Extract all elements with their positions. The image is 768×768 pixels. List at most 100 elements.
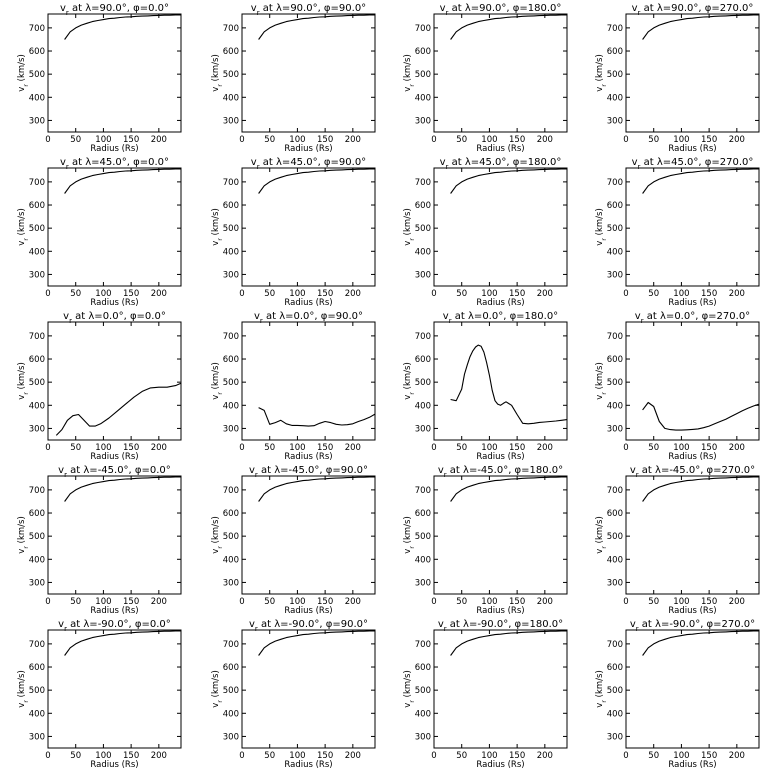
- y-tick-label: 700: [29, 178, 45, 188]
- plot-frame: [433, 321, 568, 441]
- x-tick-label: 50: [648, 289, 659, 299]
- y-tick-label: 500: [29, 70, 45, 80]
- y-tick-label: 600: [223, 201, 239, 211]
- x-axis-label: Radius (Rs): [476, 144, 524, 154]
- series-line: [642, 14, 759, 40]
- panel-title: vr at λ=-90.0°, φ=0.0°: [58, 619, 171, 633]
- panel-5: 0 50 100 150 200 300 400 500 600 700 Radius (Rs) vr…: [211, 157, 376, 308]
- panel-13: 0 50 100 150 200 300 400 500 600 700 Radius (Rs) vr…: [211, 465, 376, 616]
- plot-frame: [241, 167, 376, 287]
- panel-title: vr at λ=90.0°, φ=90.0°: [251, 3, 366, 17]
- y-tick-label: 600: [29, 509, 45, 519]
- x-tick-label: 150: [317, 751, 333, 761]
- x-tick-label: 150: [509, 597, 525, 607]
- x-tick-label: 50: [456, 597, 467, 607]
- y-tick-label: 400: [607, 93, 623, 103]
- x-tick-label: 50: [648, 751, 659, 761]
- y-tick-label: 300: [415, 270, 431, 280]
- x-tick-label: 100: [673, 135, 689, 145]
- y-tick-label: 400: [415, 709, 431, 719]
- x-tick-label: 0: [45, 135, 50, 145]
- x-tick-label: 0: [431, 597, 436, 607]
- x-tick-label: 50: [456, 751, 467, 761]
- y-tick-label: 600: [223, 663, 239, 673]
- plot-frame: [47, 475, 182, 595]
- y-tick-label: 300: [223, 270, 239, 280]
- x-tick-label: 200: [151, 289, 167, 299]
- x-tick-label: 200: [537, 135, 553, 145]
- y-tick-label: 400: [223, 401, 239, 411]
- y-tick-label: 600: [415, 47, 431, 57]
- x-tick-label: 200: [537, 443, 553, 453]
- y-axis-label: vr (km/s): [595, 362, 608, 400]
- y-tick-label: 400: [223, 93, 239, 103]
- y-tick-label: 700: [607, 486, 623, 496]
- x-tick-label: 0: [623, 597, 628, 607]
- y-axis-label: vr (km/s): [211, 670, 224, 708]
- x-axis-label: Radius (Rs): [284, 298, 332, 308]
- x-axis-label: Radius (Rs): [476, 298, 524, 308]
- panel-title: vr at λ=0.0°, φ=270.0°: [635, 311, 750, 325]
- y-tick-label: 500: [29, 378, 45, 388]
- x-tick-label: 100: [95, 597, 111, 607]
- x-tick-label: 50: [70, 597, 81, 607]
- y-axis-label: vr (km/s): [211, 208, 224, 246]
- y-tick-label: 600: [29, 355, 45, 365]
- x-tick-label: 100: [481, 289, 497, 299]
- y-tick-label: 600: [607, 355, 623, 365]
- x-tick-label: 0: [45, 597, 50, 607]
- y-tick-label: 400: [223, 555, 239, 565]
- panel-title: vr at λ=-90.0°, φ=90.0°: [249, 619, 368, 633]
- x-tick-label: 200: [345, 289, 361, 299]
- y-tick-label: 300: [607, 424, 623, 434]
- x-axis-label: Radius (Rs): [90, 144, 138, 154]
- x-tick-label: 50: [648, 443, 659, 453]
- series-line: [642, 401, 760, 431]
- x-tick-label: 150: [701, 289, 717, 299]
- plot-frame: [625, 13, 760, 133]
- series-line: [64, 630, 181, 656]
- y-tick-label: 500: [223, 686, 239, 696]
- panel-title: vr at λ=45.0°, φ=270.0°: [632, 157, 754, 171]
- panel-3: 0 50 100 150 200 300 400 500 600 700 Radius (Rs) vr…: [595, 3, 760, 154]
- x-tick-label: 100: [481, 443, 497, 453]
- y-tick-label: 300: [223, 578, 239, 588]
- y-tick-label: 700: [607, 640, 623, 650]
- y-tick-label: 400: [29, 247, 45, 257]
- y-tick-label: 300: [29, 732, 45, 742]
- series-line: [55, 382, 182, 436]
- y-tick-label: 600: [223, 355, 239, 365]
- x-tick-label: 50: [70, 135, 81, 145]
- y-tick-label: 500: [223, 532, 239, 542]
- panel-9: 0 50 100 150 200 300 400 500 600 700 Radius (Rs) vr…: [211, 311, 376, 462]
- panel-title: vr at λ=90.0°, φ=180.0°: [440, 3, 562, 17]
- y-tick-label: 500: [607, 532, 623, 542]
- x-tick-label: 150: [317, 443, 333, 453]
- y-axis-label: vr (km/s): [403, 362, 416, 400]
- x-tick-label: 200: [729, 135, 745, 145]
- y-axis-label: vr (km/s): [403, 670, 416, 708]
- x-tick-label: 0: [239, 443, 244, 453]
- y-tick-label: 500: [223, 224, 239, 234]
- x-tick-label: 0: [239, 289, 244, 299]
- x-tick-label: 200: [345, 443, 361, 453]
- y-axis-label: vr (km/s): [403, 54, 416, 92]
- y-tick-label: 400: [29, 401, 45, 411]
- plot-frame: [625, 321, 760, 441]
- x-tick-label: 150: [317, 289, 333, 299]
- y-tick-label: 700: [415, 178, 431, 188]
- y-tick-label: 300: [607, 116, 623, 126]
- x-axis-label: Radius (Rs): [476, 606, 524, 616]
- x-tick-label: 150: [701, 443, 717, 453]
- series-line: [450, 14, 567, 40]
- y-tick-label: 700: [29, 332, 45, 342]
- x-tick-label: 150: [123, 751, 139, 761]
- y-tick-label: 600: [223, 509, 239, 519]
- x-tick-label: 50: [70, 751, 81, 761]
- y-tick-label: 700: [29, 640, 45, 650]
- y-axis-label: vr (km/s): [17, 54, 30, 92]
- y-tick-label: 400: [29, 709, 45, 719]
- x-tick-label: 150: [509, 443, 525, 453]
- y-tick-label: 600: [29, 47, 45, 57]
